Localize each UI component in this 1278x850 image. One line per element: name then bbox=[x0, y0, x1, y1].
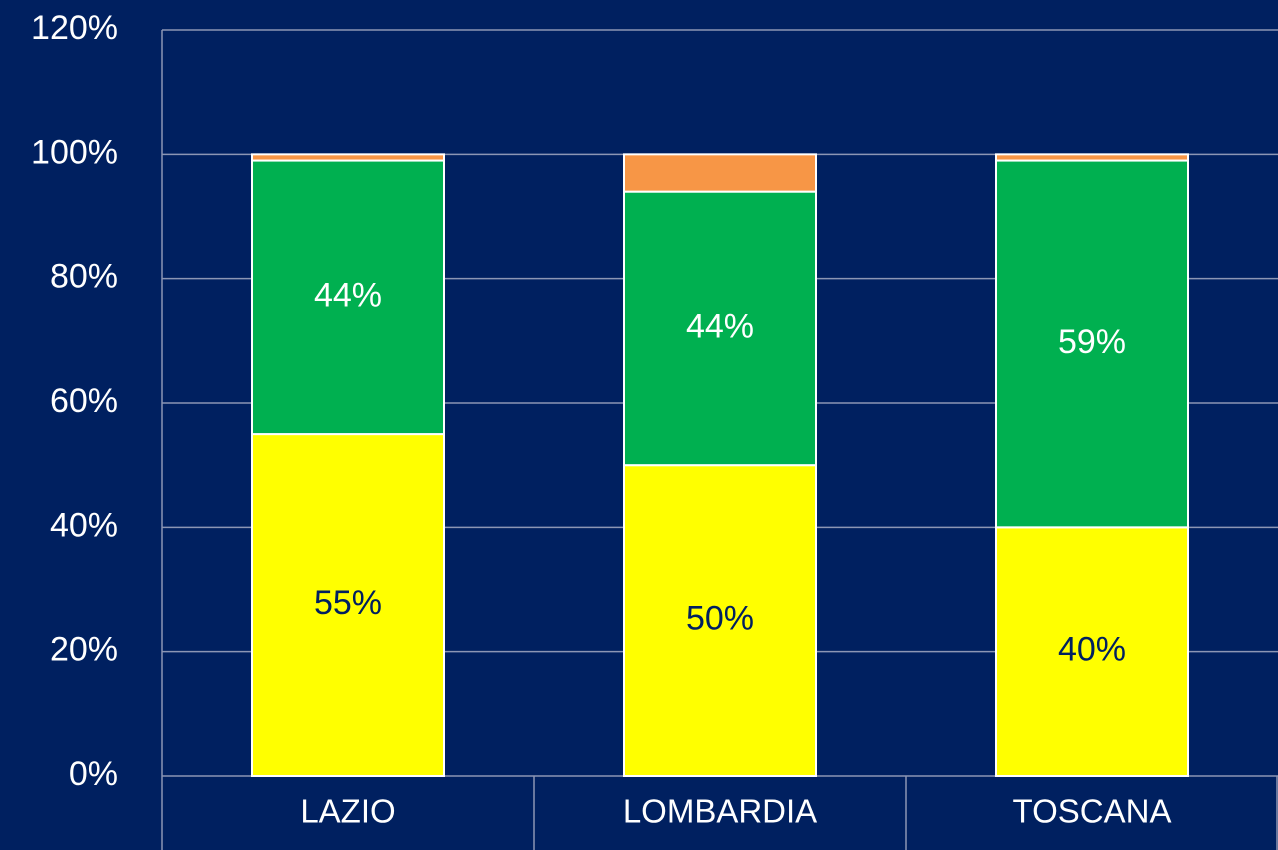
bar-segment bbox=[251, 153, 445, 162]
data-label: 40% bbox=[1058, 631, 1126, 669]
y-tick-label: 40% bbox=[50, 506, 118, 544]
data-label: 50% bbox=[686, 600, 754, 638]
x-tick-label: TOSCANA bbox=[1013, 793, 1172, 830]
y-tick-label: 80% bbox=[50, 258, 118, 296]
bar-segment bbox=[995, 526, 1189, 777]
x-tick-label: LAZIO bbox=[300, 793, 395, 830]
bar-segment bbox=[995, 159, 1189, 529]
y-tick-label: 60% bbox=[50, 382, 118, 420]
bar-segment bbox=[623, 464, 817, 777]
y-tick-label: 120% bbox=[31, 9, 118, 47]
y-tick-label: 100% bbox=[31, 133, 118, 171]
bar-segment bbox=[995, 153, 1189, 162]
y-tick-label: 0% bbox=[69, 755, 118, 793]
bar-segment bbox=[623, 153, 817, 193]
bar-segment bbox=[251, 433, 445, 777]
data-label: 44% bbox=[314, 276, 382, 314]
data-label: 55% bbox=[314, 584, 382, 622]
data-label: 44% bbox=[686, 307, 754, 345]
bar-segment bbox=[251, 159, 445, 436]
bar-segment bbox=[623, 190, 817, 467]
y-tick-label: 20% bbox=[50, 631, 118, 669]
data-label: 59% bbox=[1058, 323, 1126, 361]
x-tick-label: LOMBARDIA bbox=[623, 793, 817, 830]
